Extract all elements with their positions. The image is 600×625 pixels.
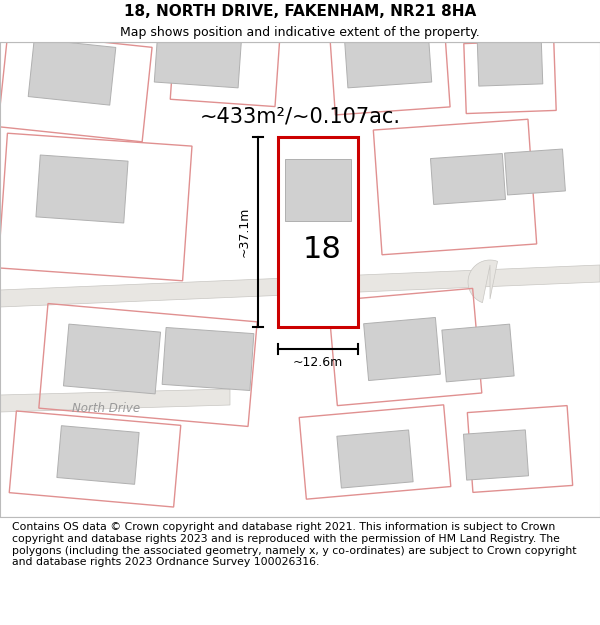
Text: Contains OS data © Crown copyright and database right 2021. This information is : Contains OS data © Crown copyright and d… <box>12 522 577 568</box>
Polygon shape <box>505 149 565 195</box>
Polygon shape <box>285 159 351 221</box>
Text: Map shows position and indicative extent of the property.: Map shows position and indicative extent… <box>120 26 480 39</box>
Polygon shape <box>442 324 514 382</box>
Polygon shape <box>154 30 242 88</box>
Text: ~433m²/~0.107ac.: ~433m²/~0.107ac. <box>199 107 401 127</box>
Text: 18, NORTH DRIVE, FAKENHAM, NR21 8HA: 18, NORTH DRIVE, FAKENHAM, NR21 8HA <box>124 4 476 19</box>
Text: North Drive: North Drive <box>281 296 349 309</box>
Polygon shape <box>278 137 358 327</box>
Polygon shape <box>477 38 543 86</box>
Polygon shape <box>463 430 529 480</box>
Polygon shape <box>364 318 440 381</box>
Polygon shape <box>36 155 128 223</box>
Polygon shape <box>64 324 161 394</box>
Polygon shape <box>344 30 432 88</box>
Polygon shape <box>0 389 230 412</box>
Text: ~12.6m: ~12.6m <box>293 356 343 369</box>
Text: ~37.1m: ~37.1m <box>238 207 251 258</box>
Polygon shape <box>0 265 600 307</box>
Polygon shape <box>337 430 413 488</box>
Polygon shape <box>57 426 139 484</box>
Text: North Drive: North Drive <box>72 402 140 416</box>
Text: 18: 18 <box>302 236 341 264</box>
Polygon shape <box>430 154 506 204</box>
Polygon shape <box>28 39 116 105</box>
Polygon shape <box>162 328 254 391</box>
Polygon shape <box>468 260 497 302</box>
